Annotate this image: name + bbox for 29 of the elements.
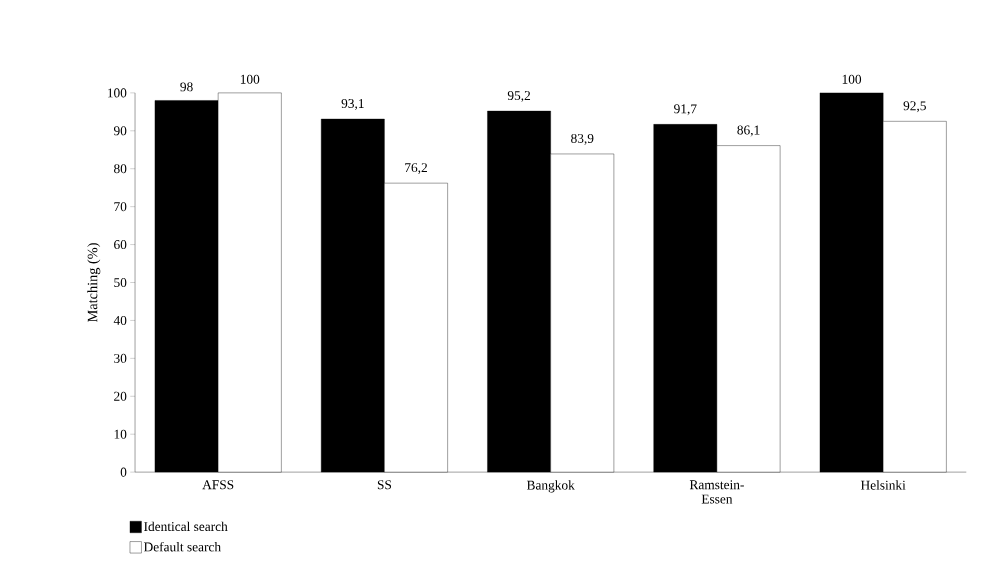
- y-axis-title: Matching (%): [87, 243, 101, 322]
- y-tick-label: 60: [114, 240, 127, 250]
- y-tick-label: 50: [114, 277, 127, 287]
- y-tick-label: 100: [108, 88, 127, 98]
- data-label: 86,1: [737, 125, 760, 137]
- x-tick-label: Helsinki: [860, 480, 906, 490]
- data-label: 92,5: [903, 101, 926, 113]
- y-tick-label: 30: [114, 353, 127, 363]
- data-label: 83,9: [571, 133, 594, 145]
- data-label: 100: [842, 74, 862, 84]
- x-tick-label: Ramstein-Essen: [689, 480, 744, 504]
- data-label: 93,1: [341, 99, 364, 110]
- x-tick-label: Bangkok: [526, 480, 575, 493]
- y-tick-label: 90: [113, 126, 127, 136]
- y-tick-label: 10: [114, 429, 127, 439]
- data-label: 98: [180, 82, 193, 92]
- y-tick-label: 20: [114, 391, 127, 401]
- data-label: 95,2: [507, 91, 531, 102]
- x-tick-label: SS: [377, 480, 392, 490]
- legend-label: Identical search: [144, 521, 228, 532]
- y-tick-label: 70: [114, 202, 127, 212]
- data-label: 100: [240, 74, 260, 84]
- y-tick-label: 0: [120, 467, 127, 477]
- data-label: 76,2: [405, 163, 427, 174]
- data-label: 91,7: [674, 104, 697, 116]
- legend-label: Default search: [143, 541, 221, 552]
- x-tick-label: AFSS: [202, 480, 234, 490]
- y-tick-label: 80: [114, 164, 127, 174]
- y-tick-label: 40: [113, 315, 127, 325]
